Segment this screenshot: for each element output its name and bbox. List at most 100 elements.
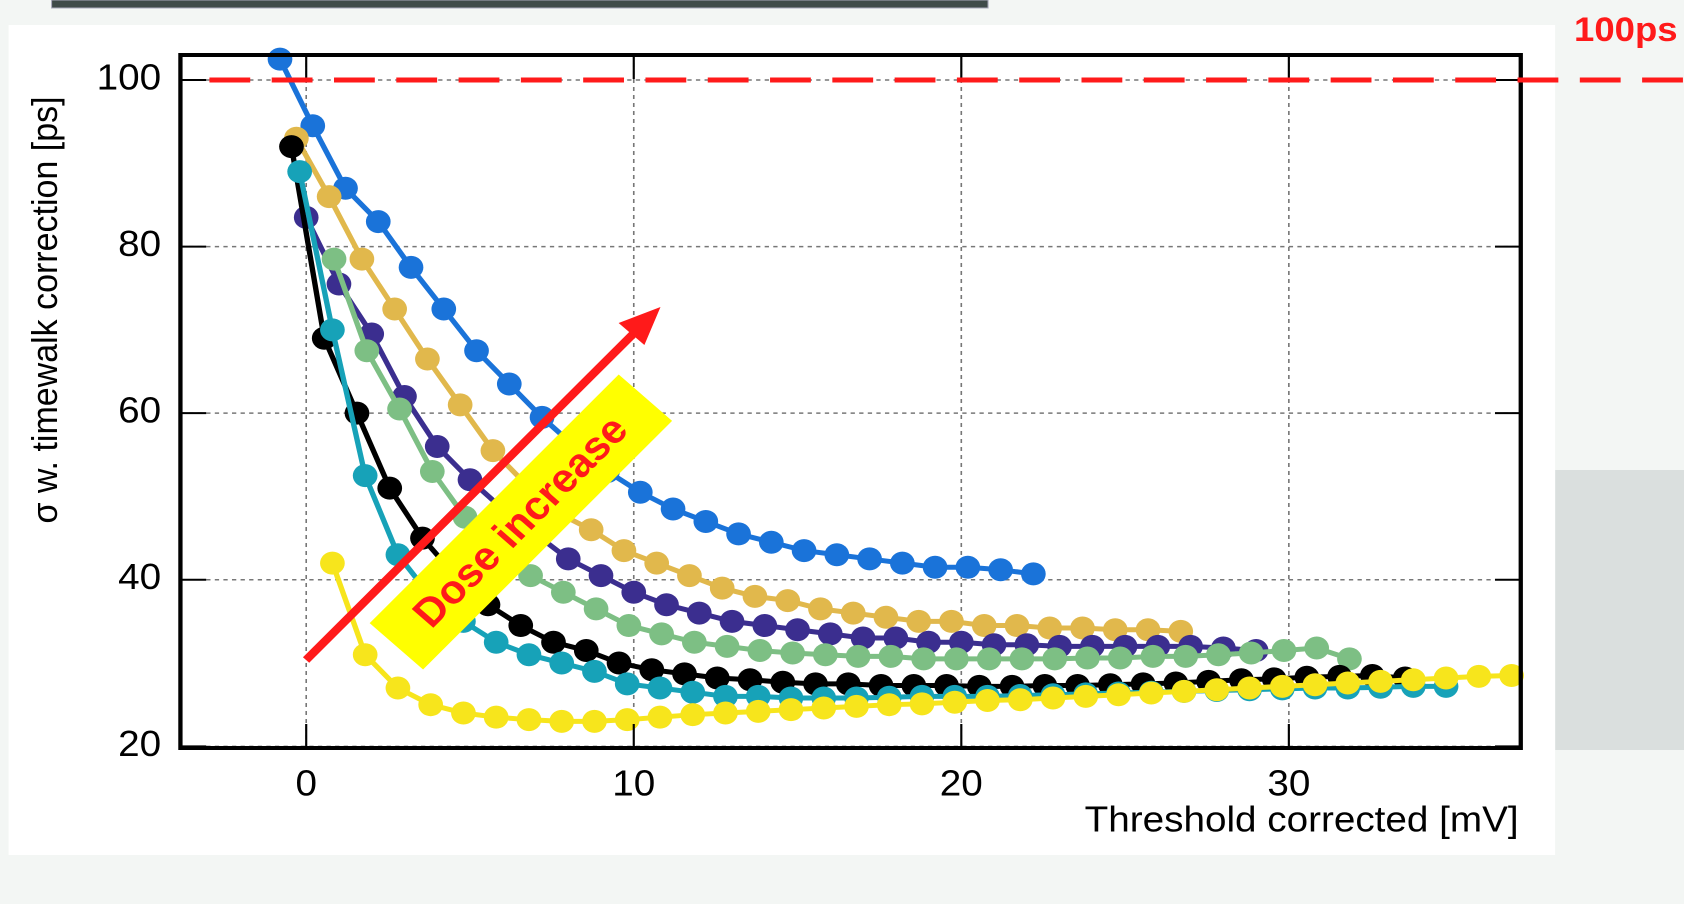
- data-point: [1108, 647, 1133, 670]
- data-point: [615, 708, 640, 731]
- data-point: [418, 693, 443, 716]
- data-point: [287, 160, 312, 183]
- data-point: [322, 248, 347, 271]
- data-point: [517, 708, 542, 731]
- data-point: [1075, 647, 1100, 670]
- data-point: [649, 622, 674, 645]
- data-point: [1303, 673, 1328, 696]
- data-point: [792, 539, 817, 562]
- data-point: [879, 645, 904, 668]
- threshold-label: 100ps: [1574, 11, 1678, 49]
- x-tick-label: 30: [1267, 763, 1310, 803]
- data-point: [481, 439, 506, 462]
- data-point: [484, 706, 509, 729]
- data-point: [857, 547, 882, 570]
- data-point: [579, 518, 604, 541]
- data-point: [353, 643, 378, 666]
- data-point: [1010, 647, 1035, 670]
- data-point: [824, 543, 849, 566]
- data-point: [1335, 672, 1360, 695]
- data-point: [320, 552, 345, 575]
- data-point: [779, 698, 804, 721]
- y-tick-label: 100: [97, 57, 161, 97]
- data-point: [713, 702, 738, 725]
- data-point: [890, 552, 915, 575]
- data-point: [1304, 637, 1329, 660]
- data-point: [813, 643, 838, 666]
- data-point: [746, 700, 771, 723]
- y-tick-label: 60: [118, 390, 161, 430]
- data-point: [387, 397, 412, 420]
- data-point: [320, 318, 345, 341]
- data-point: [942, 691, 967, 714]
- data-point: [752, 614, 777, 637]
- data-point: [1041, 687, 1066, 710]
- data-point: [584, 597, 609, 620]
- page: {"chart_data": { "type": "line", "xlabel…: [0, 0, 1684, 904]
- data-point: [1466, 665, 1491, 688]
- data-point: [1368, 670, 1393, 693]
- data-point: [988, 558, 1013, 581]
- data-point: [628, 481, 653, 504]
- data-point: [841, 602, 866, 625]
- data-point: [693, 510, 718, 533]
- x-tick-label: 20: [940, 763, 983, 803]
- data-point: [818, 622, 843, 645]
- data-point: [415, 348, 440, 371]
- data-point: [687, 602, 712, 625]
- data-point: [1206, 643, 1231, 666]
- data-point: [1204, 678, 1229, 701]
- data-point: [1139, 682, 1164, 705]
- background-photo: [1555, 470, 1684, 750]
- data-point: [399, 256, 424, 279]
- data-point: [616, 614, 641, 637]
- x-tick-label: 0: [295, 763, 317, 803]
- data-point: [811, 697, 836, 720]
- data-point: [1073, 685, 1098, 708]
- data-point: [621, 581, 646, 604]
- data-point: [551, 581, 576, 604]
- data-point: [1434, 667, 1459, 690]
- data-point: [1237, 677, 1262, 700]
- data-point: [939, 610, 964, 633]
- data-point: [743, 585, 768, 608]
- data-point: [780, 642, 805, 665]
- data-point: [808, 597, 833, 620]
- data-point: [353, 464, 378, 487]
- data-point: [268, 48, 293, 71]
- data-point: [317, 185, 342, 208]
- data-point: [748, 639, 773, 662]
- data-point: [710, 577, 735, 600]
- data-point: [541, 631, 566, 654]
- data-point: [1173, 645, 1198, 668]
- data-point: [451, 702, 476, 725]
- data-point: [877, 693, 902, 716]
- y-tick-label: 40: [118, 556, 161, 596]
- data-point: [574, 639, 599, 662]
- data-point: [377, 477, 402, 500]
- chart-panel: [9, 25, 1556, 855]
- data-point: [956, 556, 981, 579]
- data-point: [654, 593, 679, 616]
- data-point: [589, 564, 614, 587]
- data-point: [1141, 645, 1166, 668]
- data-point: [759, 531, 784, 554]
- data-point: [720, 610, 745, 633]
- data-point: [906, 610, 931, 633]
- data-point: [497, 373, 522, 396]
- data-point: [680, 703, 705, 726]
- data-point: [975, 689, 1000, 712]
- y-tick-label: 20: [118, 723, 161, 763]
- data-point: [1172, 680, 1197, 703]
- data-point: [615, 672, 640, 695]
- data-point: [556, 547, 581, 570]
- y-tick-label: 80: [118, 223, 161, 263]
- chart: 204060801000102030 σ w. timewalk correct…: [0, 0, 1684, 904]
- data-point: [425, 435, 450, 458]
- data-point: [549, 710, 574, 733]
- data-point: [1106, 683, 1131, 706]
- data-point: [607, 652, 632, 675]
- data-point: [431, 298, 456, 321]
- data-point: [1021, 562, 1046, 585]
- data-point: [517, 643, 542, 666]
